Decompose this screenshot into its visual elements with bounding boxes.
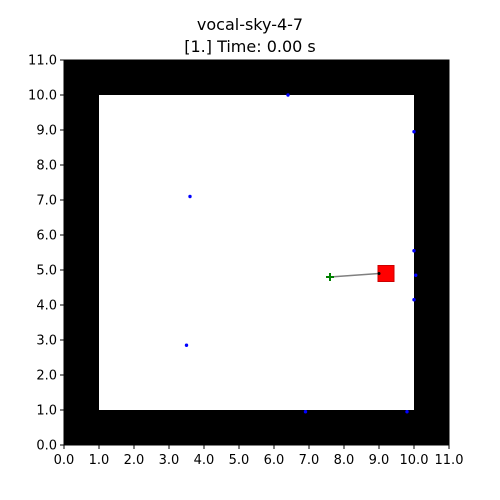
obstacle-dot [286, 93, 290, 97]
arena-floor [99, 95, 414, 410]
x-tick-label: 2.0 [124, 453, 145, 468]
x-tick-label: 0.0 [54, 453, 75, 468]
obstacle-dot [412, 249, 416, 253]
x-tick-label: 10.0 [400, 453, 429, 468]
y-tick-label: 8.0 [36, 159, 57, 174]
y-tick-label: 9.0 [36, 124, 57, 139]
obstacle-dot [184, 343, 189, 347]
x-tick-label: 4.0 [194, 453, 215, 468]
x-tick-label: 11.0 [435, 453, 464, 468]
target-marker [326, 273, 334, 281]
y-tick-label: 0.0 [36, 439, 57, 454]
y-tick-label: 3.0 [36, 334, 57, 349]
x-tick-label: 7.0 [299, 453, 320, 468]
obstacle-dot [414, 273, 418, 277]
obstacle-dot [412, 130, 416, 134]
plot-frame [63, 59, 450, 446]
obstacle-dot [405, 410, 409, 414]
obstacle-dot [188, 194, 192, 199]
time-readout: [1.] Time: 0.00 s [184, 37, 316, 56]
y-tick-label: 5.0 [36, 264, 57, 279]
y-tick-label: 7.0 [36, 194, 57, 209]
obstacle-dot [412, 298, 416, 302]
y-tick-label: 4.0 [36, 299, 57, 314]
episode-name: vocal-sky-4-7 [196, 15, 304, 34]
x-tick-label: 9.0 [369, 453, 390, 468]
y-tick-label: 1.0 [36, 404, 57, 419]
heading-line [329, 272, 380, 278]
y-tick-label: 11.0 [28, 54, 57, 69]
y-tick-label: 2.0 [36, 369, 57, 384]
obstacle-dot [303, 410, 308, 414]
x-tick-label: 6.0 [264, 453, 285, 468]
x-tick-label: 1.0 [89, 453, 110, 468]
x-tick-label: 5.0 [229, 453, 250, 468]
y-tick-label: 6.0 [36, 229, 57, 244]
y-tick-label: 10.0 [28, 89, 57, 104]
agent-nose [377, 272, 381, 275]
x-tick-label: 3.0 [159, 453, 180, 468]
x-tick-label: 8.0 [334, 453, 355, 468]
